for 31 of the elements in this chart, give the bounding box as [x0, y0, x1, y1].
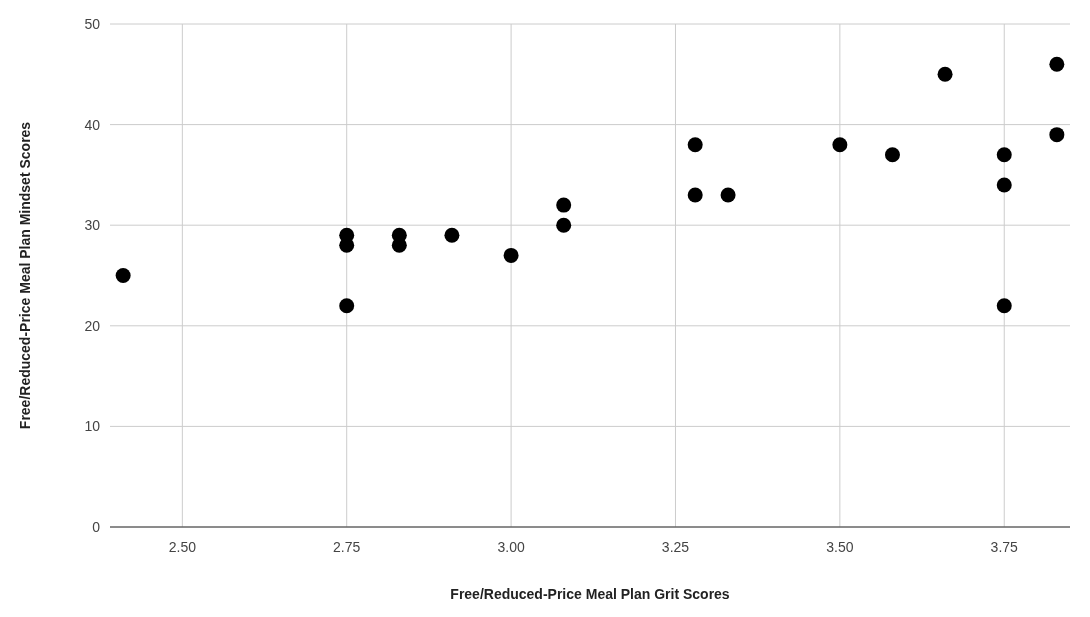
point [339, 298, 355, 314]
point [884, 147, 900, 163]
point [1049, 127, 1065, 143]
y-tick-label: 0 [92, 519, 101, 535]
x-axis-title: Free/Reduced-Price Meal Plan Grit Scores [450, 586, 730, 602]
point [503, 247, 519, 263]
y-tick-label: 40 [84, 116, 101, 133]
point [996, 177, 1012, 193]
x-tick-label: 3.75 [990, 539, 1019, 555]
x-tick-label: 2.75 [333, 539, 361, 555]
x-tick-label: 3.00 [497, 539, 525, 555]
point [556, 217, 572, 233]
x-tick-label: 3.50 [826, 539, 854, 555]
point [115, 268, 131, 283]
x-tick-label: 2.50 [168, 539, 197, 555]
y-tick-label: 50 [84, 16, 101, 32]
point [996, 147, 1012, 163]
point [1049, 56, 1065, 72]
point [720, 187, 736, 203]
point [444, 227, 460, 243]
y-tick-label: 20 [84, 317, 101, 334]
point [937, 66, 953, 82]
y-tick-label: 10 [84, 418, 101, 435]
point [687, 137, 703, 153]
point [832, 137, 848, 153]
y-axis-title: Free/Reduced-Price Meal Plan Mindset Scores [17, 121, 33, 430]
point [556, 197, 572, 213]
point [996, 298, 1012, 314]
point [687, 187, 703, 203]
y-tick-label: 30 [84, 217, 101, 234]
x-tick-label: 3.25 [661, 539, 690, 555]
